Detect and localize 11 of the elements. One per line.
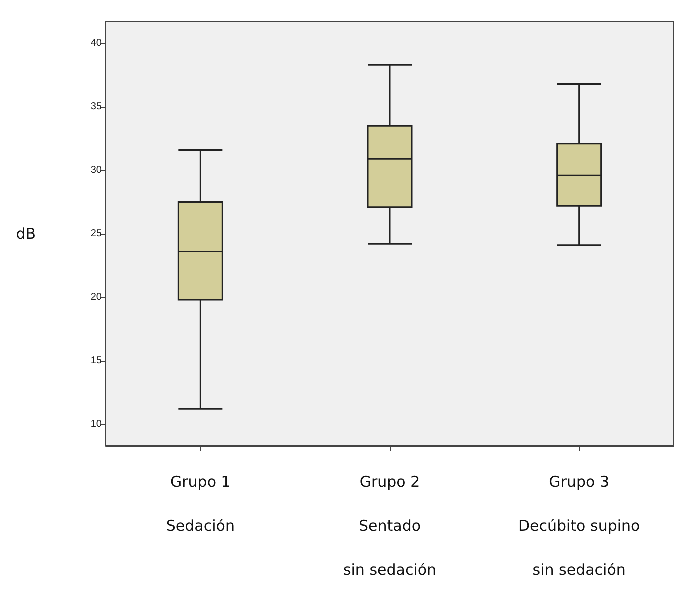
category-label: Grupo 3 Decúbito supino sin sedación	[518, 473, 640, 579]
y-tick-label: 40	[90, 38, 102, 50]
y-tick-label: 35	[90, 102, 102, 113]
y-tick-label: 30	[90, 165, 102, 176]
category-label: Grupo 2 Sentado sin sedación	[343, 473, 437, 579]
y-tick-label: 20	[90, 292, 102, 303]
y-tick-label: 15	[90, 355, 102, 366]
y-tick-label: 25	[90, 228, 102, 240]
y-axis-title: dB	[16, 225, 36, 243]
y-tick-label: 10	[90, 418, 102, 430]
category-label: Grupo 1 Sedación	[166, 473, 235, 535]
